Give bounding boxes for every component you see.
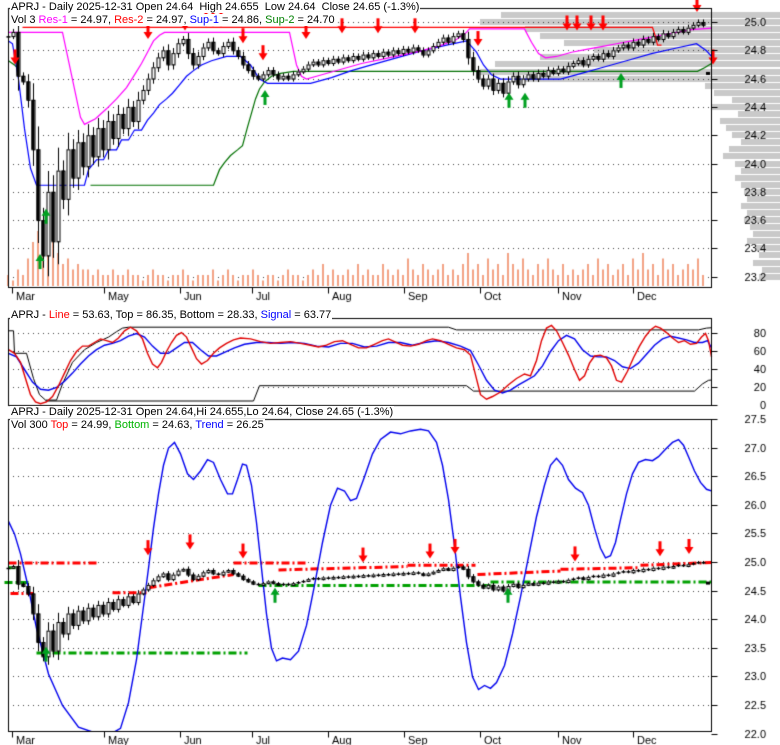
panel2-title: APRJ - Line = 53.63, Top = 86.35, Bottom… [10, 309, 333, 321]
panel1-legend: Vol 3 Res-1 = 24.97, Res-2 = 24.97, Sup-… [10, 14, 336, 26]
header-text-segment: Bottom [114, 419, 150, 431]
header-text-segment: Vol 300 [11, 419, 51, 431]
trend-panel-scale [715, 419, 780, 739]
panel3-title: APRJ - Daily 2025-12-31 Open 24.64,Hi 24… [10, 406, 395, 418]
header-text-segment: = 24.99, [68, 419, 115, 431]
header-text-segment: = 53.63, Top = 86.35, Bottom = 28.33, [69, 309, 261, 321]
header-text-segment: APRJ - [11, 309, 49, 321]
panel1-title: APRJ - Daily 2025-12-31 Open 24.64 High … [10, 1, 421, 13]
header-text-segment: = 63.77 [291, 309, 332, 321]
header-text-segment: = 24.63, [149, 419, 196, 431]
header-text-segment: = 24.97, [143, 14, 190, 26]
price-panel-scale [715, 8, 780, 287]
oscillator-panel-plot-area[interactable] [8, 318, 711, 405]
header-text-segment: Sup-1 [189, 14, 219, 26]
panel3-legend: Vol 300 Top = 24.99, Bottom = 24.63, Tre… [10, 419, 265, 431]
price-panel-plot-area[interactable] [8, 8, 711, 287]
oscillator-panel-scale [715, 318, 780, 405]
header-text-segment: Signal [260, 309, 292, 321]
header-text-segment: = 24.97, [67, 14, 115, 26]
header-text-segment: Sup-2 [265, 14, 295, 26]
header-text-segment: APRJ - Daily 2025-12-31 Open 24.64,Hi 24… [11, 406, 394, 418]
header-text-segment: Top [50, 419, 69, 431]
header-text-segment: = 26.25 [223, 419, 264, 431]
header-text-segment: Line [48, 309, 70, 321]
header-text-segment: = 24.70 [294, 14, 335, 26]
trend-panel-plot-area[interactable] [8, 419, 711, 731]
header-text-segment: Trend [195, 419, 224, 431]
header-text-segment: Res-1 [38, 14, 68, 26]
header-text-segment: = 24.86, [218, 14, 266, 26]
header-text-segment: APRJ - Daily 2025-12-31 Open 24.64 High … [11, 1, 420, 13]
header-text-segment: Res-2 [114, 14, 144, 26]
header-text-segment: Vol 3 [11, 14, 39, 26]
